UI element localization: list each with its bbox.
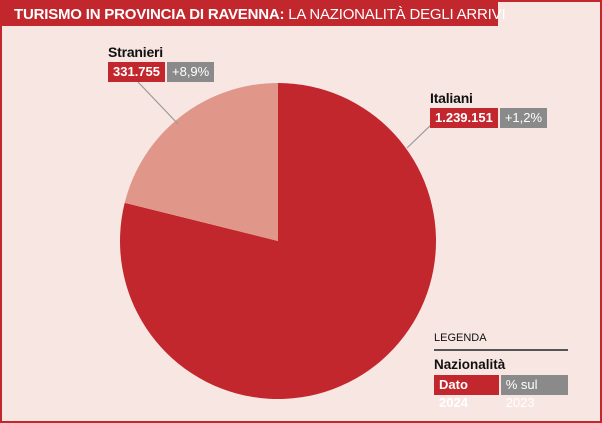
title-bar: TURISMO IN PROVINCIA DI RAVENNA: LA NAZI…	[2, 2, 506, 26]
callout-stranieri-change: +8,9%	[167, 62, 215, 82]
pie-slice-stranieri	[124, 83, 279, 241]
leader-line-italiani	[406, 121, 435, 149]
legend-title: LEGENDA	[434, 332, 568, 351]
chart-subtitle: LA NAZIONALITÀ DEGLI ARRIVI	[288, 5, 506, 23]
leader-line-stranieri	[137, 81, 179, 125]
callout-italiani-value: 1.239.151	[430, 108, 498, 128]
legend: LEGENDA Nazionalità Dato 2024 % sul 2023	[434, 332, 568, 410]
pie-slice-italiani	[120, 83, 437, 399]
callout-stranieri: Stranieri 331.755 +8,9%	[108, 44, 215, 82]
callout-stranieri-name: Stranieri	[108, 44, 163, 60]
chart-title: TURISMO IN PROVINCIA DI RAVENNA:	[14, 5, 285, 23]
pie-slices	[120, 83, 437, 399]
callout-italiani-change: +1,2%	[499, 108, 548, 128]
callout-italiani-name: Italiani	[430, 90, 473, 106]
callout-italiani: Italiani 1.239.151 +1,2%	[430, 90, 548, 128]
callout-stranieri-value: 331.755	[108, 62, 165, 82]
legend-value-key: Dato 2024	[434, 375, 499, 410]
legend-heading: Nazionalità	[434, 357, 506, 372]
legend-pct-key: % sul 2023	[500, 375, 568, 410]
